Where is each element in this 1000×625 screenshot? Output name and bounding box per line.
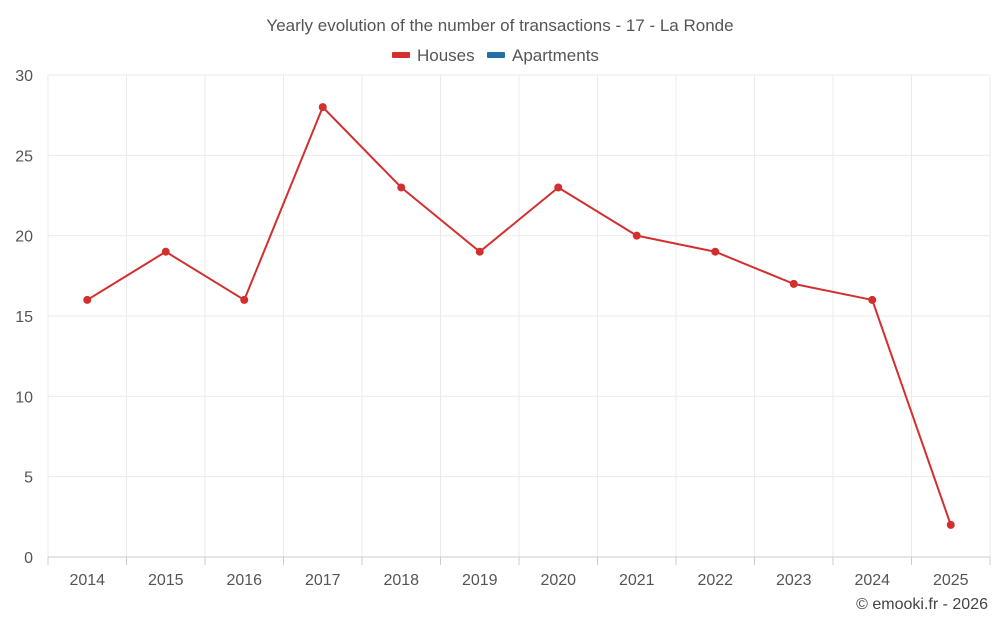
data-point-houses-2018[interactable]	[397, 183, 406, 192]
y-axis-labels: 0 5 10 15 20 25 30	[15, 68, 33, 567]
x-tick-label: 2016	[226, 572, 262, 589]
series-houses	[83, 103, 955, 529]
data-point-houses-2023[interactable]	[789, 279, 798, 288]
legend: Houses Apartments	[392, 46, 599, 65]
series-layer	[83, 103, 955, 529]
x-tick-label: 2015	[148, 572, 184, 589]
data-point-houses-2019[interactable]	[475, 247, 484, 256]
legend-swatch-apartments	[487, 52, 505, 58]
data-point-houses-2022[interactable]	[711, 247, 720, 256]
series-line-houses	[86, 106, 952, 526]
legend-label-apartments: Apartments	[512, 46, 599, 65]
x-tick-label: 2019	[462, 572, 498, 589]
data-point-houses-2015[interactable]	[161, 247, 170, 256]
x-tick-label: 2014	[69, 572, 105, 589]
credit-text: © emooki.fr - 2026	[856, 596, 988, 613]
legend-label-houses: Houses	[417, 46, 475, 65]
x-axis-ticks	[47, 557, 991, 565]
x-tick-label: 2017	[305, 572, 341, 589]
x-axis-labels: 2014 2015 2016 2017 2018 2019 2020 2021 2022 2023…	[69, 572, 968, 589]
x-tick-label: 2024	[854, 572, 890, 589]
x-tick-label: 2021	[619, 572, 655, 589]
legend-swatch-houses	[392, 52, 410, 58]
y-tick-label: 25	[15, 148, 33, 165]
y-tick-label: 10	[15, 389, 33, 406]
data-point-houses-2021[interactable]	[632, 231, 641, 240]
data-point-houses-2020[interactable]	[554, 183, 563, 192]
legend-item-houses[interactable]: Houses	[392, 46, 475, 65]
y-tick-label: 20	[15, 229, 33, 246]
data-point-houses-2014[interactable]	[83, 295, 92, 304]
data-point-houses-2016[interactable]	[240, 295, 249, 304]
x-tick-label: 2022	[697, 572, 733, 589]
x-tick-label: 2023	[776, 572, 812, 589]
y-tick-label: 15	[15, 309, 33, 326]
x-tick-label: 2025	[933, 572, 969, 589]
y-tick-label: 5	[24, 470, 33, 487]
x-gridlines	[47, 75, 991, 557]
y-tick-label: 0	[24, 550, 33, 567]
legend-item-apartments[interactable]: Apartments	[487, 46, 599, 65]
chart-title: Yearly evolution of the number of transa…	[266, 16, 733, 35]
data-point-houses-2017[interactable]	[318, 103, 327, 112]
y-tick-label: 30	[15, 68, 33, 85]
x-tick-label: 2018	[383, 572, 419, 589]
data-point-houses-2025[interactable]	[946, 520, 955, 529]
data-point-houses-2024[interactable]	[868, 295, 877, 304]
x-tick-label: 2020	[540, 572, 576, 589]
